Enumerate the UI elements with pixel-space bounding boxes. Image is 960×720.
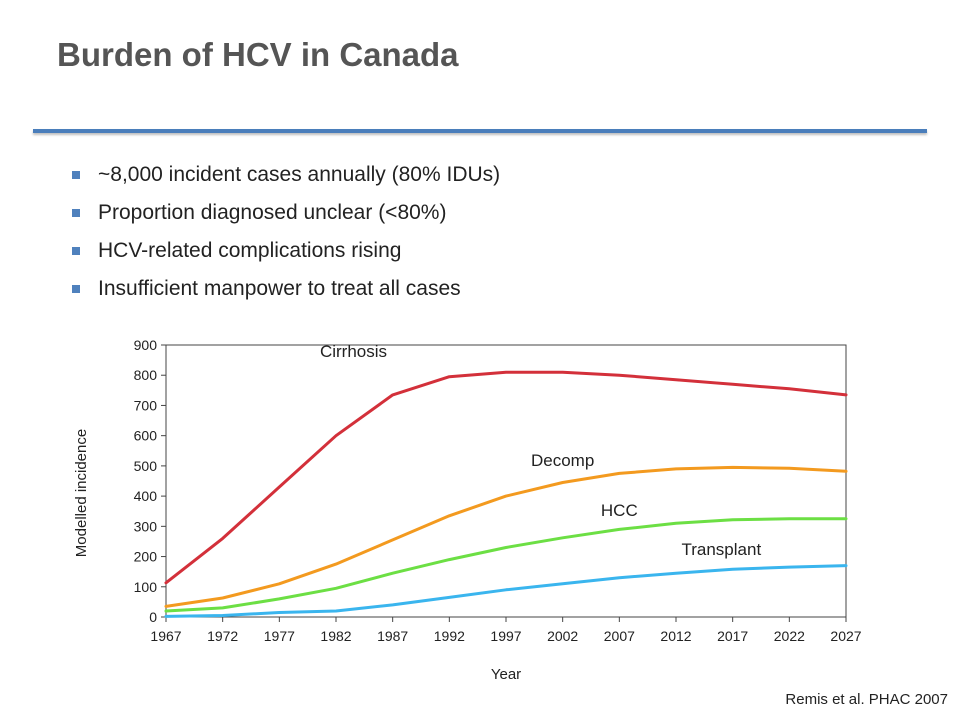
bullet-text: Proportion diagnosed unclear (<80%) <box>98 201 447 224</box>
square-bullet-icon <box>72 209 80 217</box>
y-tick-label: 200 <box>134 549 158 565</box>
y-tick-label: 700 <box>134 397 158 413</box>
bullet-item: Proportion diagnosed unclear (<80%) <box>72 198 500 236</box>
x-tick-label: 1977 <box>264 628 295 644</box>
square-bullet-icon <box>72 247 80 255</box>
x-axis-title: Year <box>491 666 521 683</box>
square-bullet-icon <box>72 285 80 293</box>
series-label-decomp: Decomp <box>531 451 594 470</box>
series-label-cirrhosis: Cirrhosis <box>320 342 387 361</box>
series-line-cirrhosis <box>164 370 848 585</box>
x-tick-label: 1982 <box>320 628 351 644</box>
series-line-hcc <box>164 517 848 613</box>
series-label-transplant: Transplant <box>681 540 761 559</box>
bullet-list: ~8,000 incident cases annually (80% IDUs… <box>72 160 500 312</box>
bullet-text: ~8,000 incident cases annually (80% IDUs… <box>98 163 501 186</box>
y-tick-label: 0 <box>149 609 157 625</box>
y-tick-label: 500 <box>134 458 158 474</box>
series-line-transplant <box>164 564 848 618</box>
y-tick-label: 800 <box>134 367 158 383</box>
y-tick-label: 900 <box>134 337 158 353</box>
series-line-decomp <box>164 465 848 608</box>
x-tick-label: 2002 <box>547 628 578 644</box>
citation: Remis et al. PHAC 2007 <box>785 691 948 708</box>
y-tick-label: 400 <box>134 488 158 504</box>
y-tick-label: 300 <box>134 518 158 534</box>
x-tick-label: 1967 <box>150 628 181 644</box>
y-tick-label: 600 <box>134 428 158 444</box>
x-tick-label: 2022 <box>774 628 805 644</box>
square-bullet-icon <box>72 171 80 179</box>
bullet-item: Insufficient manpower to treat all cases <box>72 274 500 312</box>
x-tick-label: 2007 <box>604 628 635 644</box>
bullet-item: HCV-related complications rising <box>72 236 500 274</box>
y-tick-label: 100 <box>134 579 158 595</box>
x-tick-label: 1987 <box>377 628 408 644</box>
x-tick-label: 1997 <box>490 628 521 644</box>
bullet-item: ~8,000 incident cases annually (80% IDUs… <box>72 160 500 198</box>
title-divider <box>33 129 927 133</box>
bullet-text: Insufficient manpower to treat all cases <box>98 277 461 300</box>
x-tick-label: 1992 <box>434 628 465 644</box>
x-tick-label: 2017 <box>717 628 748 644</box>
slide-title: Burden of HCV in Canada <box>57 36 459 73</box>
series-label-hcc: HCC <box>601 501 638 520</box>
x-tick-label: 2012 <box>660 628 691 644</box>
x-tick-label: 2027 <box>830 628 861 644</box>
y-axis-title: Modelled incidence <box>73 429 90 557</box>
x-tick-label: 1972 <box>207 628 238 644</box>
bullet-text: HCV-related complications rising <box>98 239 402 262</box>
